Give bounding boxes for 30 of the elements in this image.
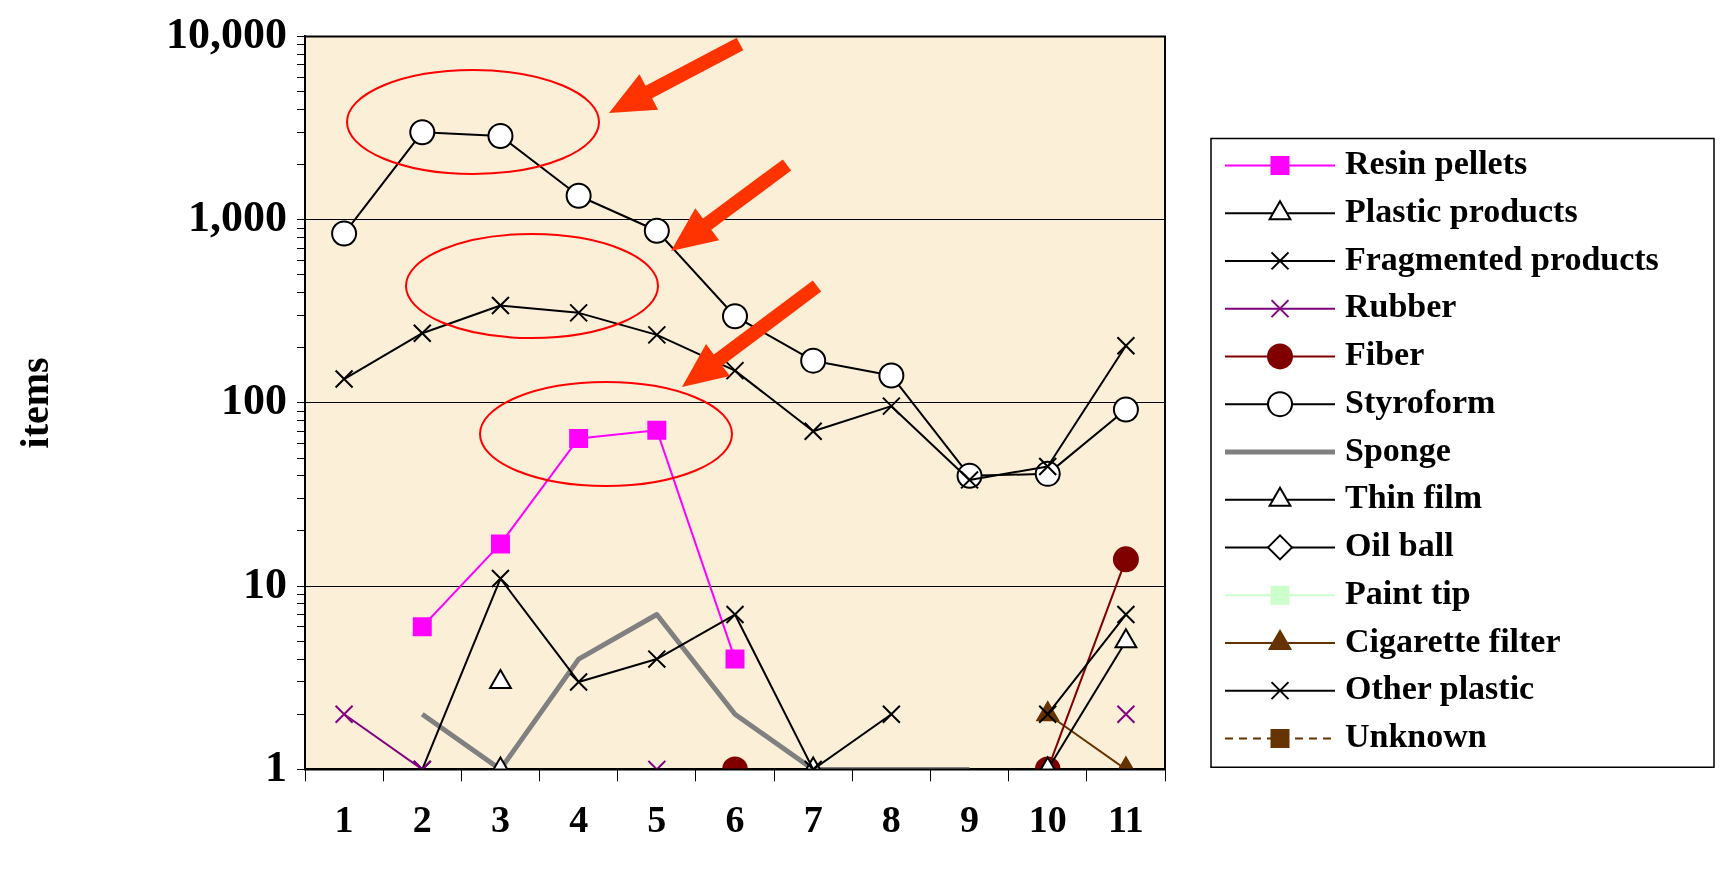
x-tick-label: 2 [412,798,432,841]
legend-label: Oil ball [1345,526,1454,564]
y-tick-label: 100 [221,375,287,425]
legend-label: Thin film [1345,478,1482,516]
legend-label: Rubber [1345,287,1457,325]
x-tick-label: 11 [1107,798,1144,841]
legend-label: Fragmented products [1345,239,1659,277]
x-tick-label: 3 [490,798,510,841]
legend-label: Styroform [1345,382,1496,420]
legend-label: Resin pellets [1345,144,1528,182]
legend-label: Paint tip [1345,573,1471,611]
legend-label: Fiber [1345,335,1425,373]
legend-label: Sponge [1345,430,1451,468]
x-tick-label: 7 [803,798,823,841]
legend-label: Cigarette filter [1345,621,1561,659]
y-tick-label: 1,000 [188,192,287,242]
x-tick-label: 9 [960,798,980,841]
x-tick-label: 1 [334,798,354,841]
legend-label: Plastic products [1345,191,1578,229]
x-tick-label: 4 [569,798,589,841]
legend-label: Other plastic [1345,669,1535,707]
y-axis-title: items [12,357,58,449]
x-tick-label: 6 [725,798,745,841]
x-tick-label: 8 [881,798,901,841]
x-tick-label: 5 [647,798,667,841]
y-tick-label: 1 [265,741,287,791]
y-tick-label: 10,000 [166,8,287,58]
y-tick-label: 10 [243,558,287,608]
legend-label: Unknown [1345,717,1487,755]
x-tick-label: 10 [1028,798,1067,841]
